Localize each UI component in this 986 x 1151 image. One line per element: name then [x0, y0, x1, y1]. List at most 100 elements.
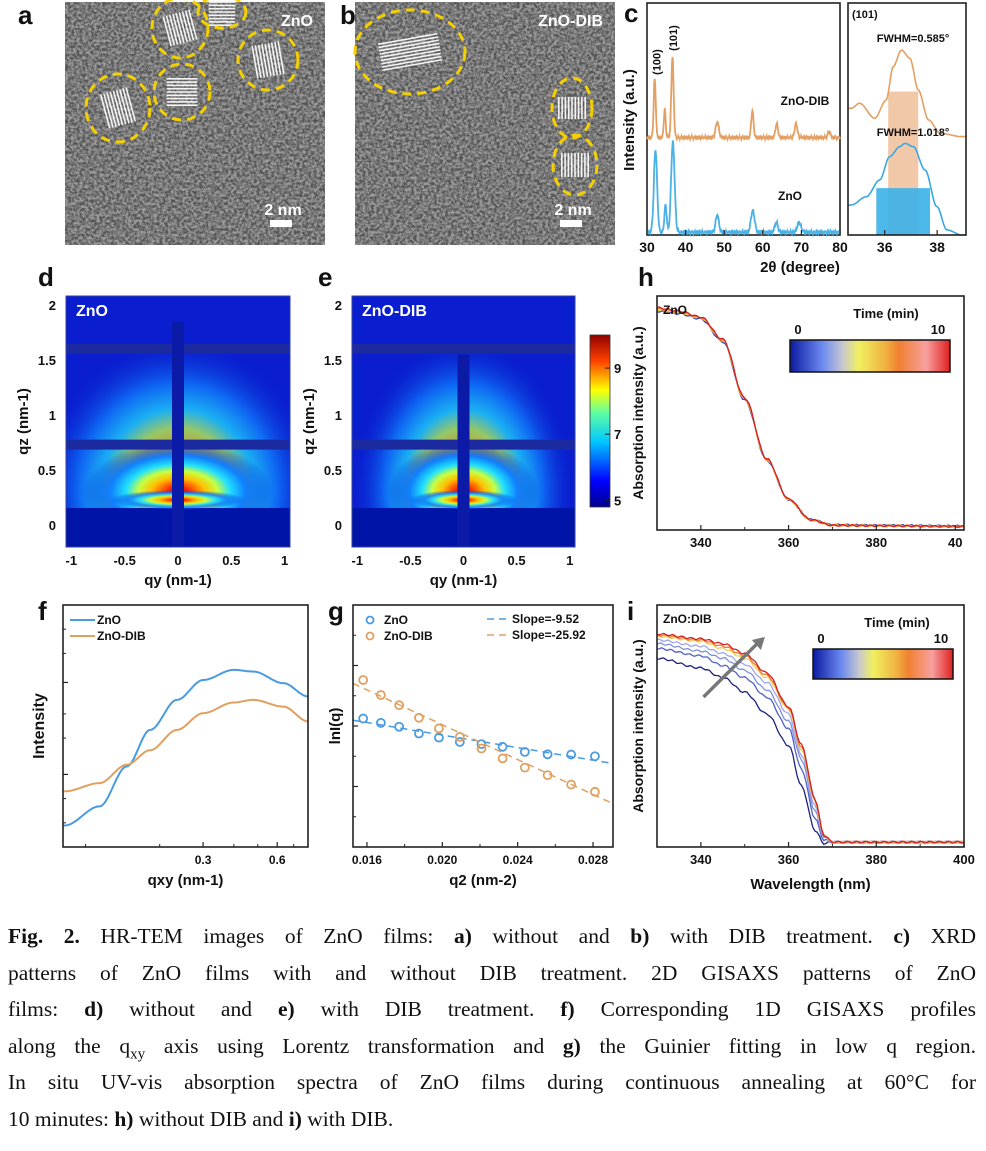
lattice-fringe — [381, 55, 442, 68]
sample-label: ZnO-DIB — [362, 303, 427, 320]
x-tick-label: 80 — [832, 239, 848, 255]
caption-text: axis using Lorentz transformation and — [145, 1033, 563, 1058]
data-point — [476, 743, 487, 754]
x-axis-label: 2θ (degree) — [760, 259, 840, 276]
x-tick-label: 0.6 — [269, 853, 286, 867]
lattice-fringe — [168, 14, 179, 45]
data-point — [394, 721, 405, 732]
caption-panel-ref: i) — [288, 1106, 302, 1131]
y-axis-label: qz (nm-1) — [15, 388, 32, 455]
x-tick-label: 0.020 — [427, 853, 457, 867]
lattice-fringe — [112, 90, 124, 126]
lattice-fringe — [109, 91, 121, 127]
dashed-outline — [196, 0, 248, 30]
xrd-curve-zno — [646, 140, 841, 238]
colorbar-gradient — [589, 334, 611, 508]
data-point — [566, 779, 577, 790]
caption-panel-ref: c) — [893, 924, 911, 948]
slope-label: Slope=-9.52 — [512, 612, 579, 626]
plot-frame — [656, 295, 965, 531]
x-tick-label: 0.016 — [352, 853, 382, 867]
x-axis-label: qy (nm-1) — [144, 572, 212, 589]
fwhm-label-zno-dib: FWHM=0.585° — [877, 33, 950, 45]
x-tick-label: 0.3 — [195, 853, 212, 867]
y-tick-label: 0 — [335, 518, 342, 533]
panel-label-d: d — [38, 262, 54, 292]
plot-frame — [656, 604, 965, 848]
lattice-fringe — [378, 36, 439, 49]
x-tick-label: 36 — [877, 239, 893, 255]
nanocrystal-highlight — [236, 28, 300, 92]
data-point — [394, 700, 405, 711]
legend-label: ZnO — [97, 613, 121, 627]
caption-line: Fig. 2. HR-TEM images of ZnO films: a) w… — [8, 918, 976, 955]
colorbar-max: 10 — [934, 631, 948, 646]
fit-line — [352, 682, 614, 805]
chart-uvvis-zno-dib: 340 360 380 400 ZnO:DIB Absorption intensity … — [630, 604, 975, 893]
scale-bar — [270, 220, 292, 227]
x-tick-label: 0.028 — [578, 853, 608, 867]
gisaxs-pattern — [352, 296, 575, 547]
intensity-colorbar: 5 7 9 — [589, 334, 621, 508]
arrow-shaft — [702, 640, 761, 699]
x-tick-label: 70 — [794, 239, 810, 255]
y-tick-label: 1 — [335, 408, 342, 423]
caption-line: films: d) without and e) with DIB treatm… — [8, 991, 976, 1028]
lattice-fringe — [106, 92, 117, 127]
y-tick-label: 2 — [49, 298, 56, 313]
caption-text: patterns of ZnO films with and without D… — [8, 960, 976, 985]
x-tick-label: 0.024 — [503, 853, 533, 867]
sample-label: ZnO — [76, 303, 108, 320]
colorbar-tick-label: 7 — [614, 427, 621, 442]
lattice-fringe — [264, 43, 272, 77]
colorbar-max: 10 — [931, 322, 945, 337]
nanocrystal-highlight — [196, 0, 248, 30]
lattice-fringe — [99, 94, 111, 129]
inset-curve — [848, 49, 966, 138]
x-tick-label: 38 — [929, 239, 945, 255]
heatmap-frame — [65, 295, 291, 548]
caption-text: xy — [130, 1045, 146, 1062]
lattice-fringe — [178, 12, 188, 43]
dashed-outline — [84, 72, 152, 144]
fit-line — [352, 719, 614, 765]
x-tick-label: 0.5 — [508, 553, 526, 568]
lattice-fringe — [377, 32, 438, 46]
caption-text: XRD — [910, 924, 976, 948]
caption-text: films: — [8, 997, 85, 1021]
data-point — [375, 690, 386, 700]
colorbar-min: 0 — [794, 322, 801, 337]
lattice-fringe — [257, 44, 266, 78]
tem-texture — [355, 2, 615, 245]
peak-label-100: (100) — [651, 49, 663, 75]
caption-panel-ref: Fig. 2. — [8, 924, 80, 948]
caption-panel-ref: d) — [84, 997, 104, 1021]
caption-panel-ref: h) — [114, 1106, 134, 1131]
chart-1d-gisaxs: ZnO ZnO-DIB 0.3 0.6 Intensity qxy (nm-1) — [31, 604, 309, 889]
fwhm-label-zno: FWHM=1.018° — [877, 127, 950, 139]
lattice-fringe — [165, 15, 176, 46]
legend-label: ZnO-DIB — [97, 629, 146, 643]
x-tick-label: 60 — [755, 239, 771, 255]
x-tick-label: 0.5 — [222, 553, 240, 568]
colorbar-tick-label: 9 — [614, 361, 621, 376]
caption-text: without and — [103, 997, 278, 1021]
plot-frame — [847, 2, 967, 236]
data-point — [590, 786, 600, 797]
y-axis-label: qz (nm-1) — [301, 388, 318, 455]
x-tick-label: 380 — [865, 852, 887, 867]
colorbar-min: 0 — [817, 631, 824, 646]
dashed-outline — [150, 0, 210, 60]
sample-label: ZnO-DIB — [538, 13, 603, 30]
inset-curve — [848, 142, 966, 236]
lattice-fringe — [378, 39, 439, 52]
x-tick-label: 1 — [281, 553, 288, 568]
lattice-fringe — [181, 11, 192, 42]
plot-frame — [62, 604, 309, 848]
sample-label: ZnO — [663, 303, 687, 317]
lattice-fringe — [381, 52, 442, 65]
y-axis-label: Absorption intensity (a.u.) — [630, 326, 646, 499]
data-point — [519, 746, 530, 757]
lattice-fringe — [379, 42, 440, 55]
x-tick-label: 0 — [460, 553, 467, 568]
